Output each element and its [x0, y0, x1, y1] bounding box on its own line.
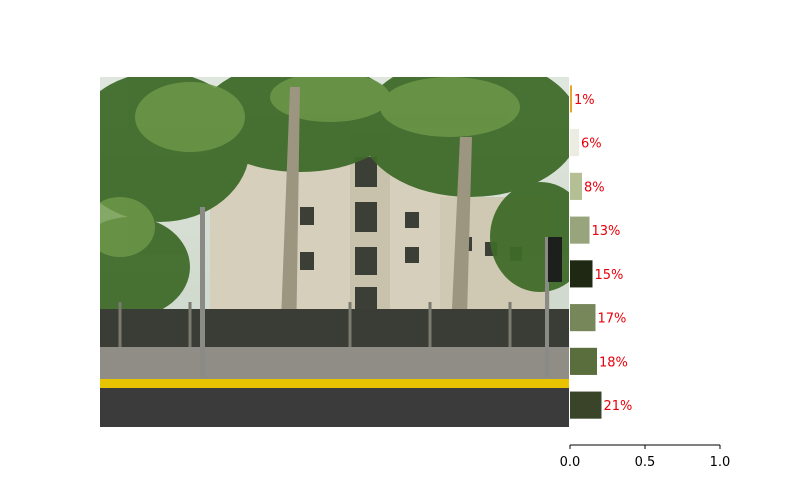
- x-tick-label-2: 1.0: [710, 455, 731, 470]
- bar-value-label-0: 1%: [574, 93, 595, 108]
- bar-1: [570, 129, 579, 157]
- x-tick-label-0: 0.0: [560, 455, 581, 470]
- bar-6: [570, 347, 597, 375]
- bar-7: [570, 391, 602, 419]
- street-photo: [100, 77, 569, 427]
- bar-2: [570, 172, 582, 200]
- bars-group: [570, 85, 602, 419]
- bar-value-label-3: 13%: [592, 224, 621, 239]
- x-axis: 0.0 0.5 1.0: [560, 444, 731, 470]
- bar-labels-group: 1% 6% 8% 13% 15% 17% 18% 21%: [574, 93, 632, 414]
- bar-0: [570, 85, 572, 113]
- bar-value-label-5: 17%: [598, 312, 627, 327]
- bar-value-label-1: 6%: [581, 137, 602, 152]
- street-scene-illustration: [100, 77, 569, 427]
- bar-5: [570, 304, 596, 332]
- bar-4: [570, 260, 593, 288]
- bar-value-label-7: 21%: [604, 399, 633, 414]
- bar-3: [570, 216, 590, 244]
- bar-value-label-2: 8%: [584, 180, 605, 195]
- bar-value-label-6: 18%: [599, 355, 628, 370]
- bar-value-label-4: 15%: [595, 268, 624, 283]
- x-tick-label-1: 0.5: [635, 455, 656, 470]
